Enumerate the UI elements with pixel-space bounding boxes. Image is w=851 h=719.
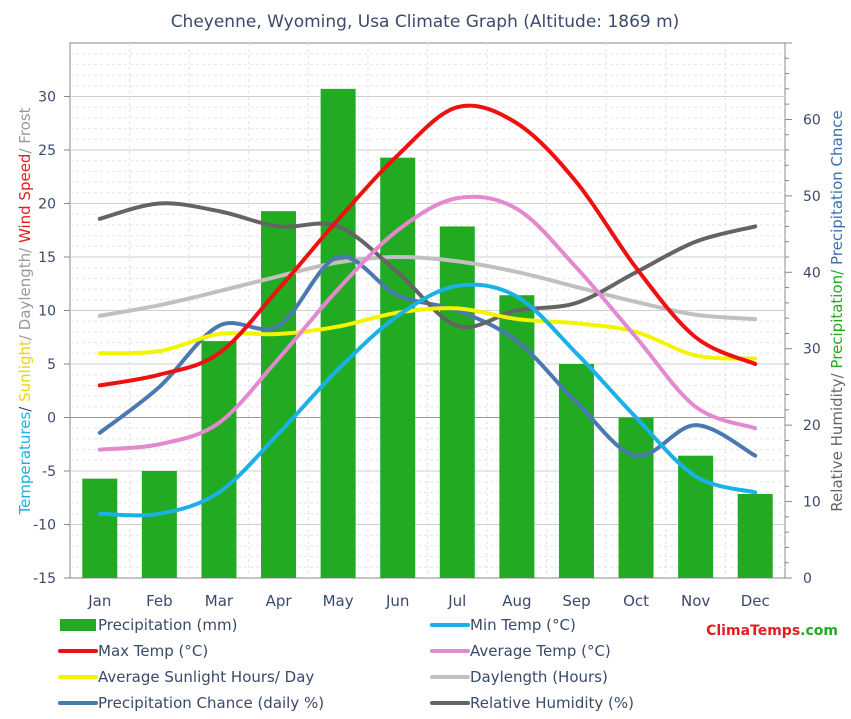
right-tick-label: 60: [803, 112, 821, 128]
legend-label: Precipitation (mm): [98, 616, 237, 634]
precipitation-bar: [82, 478, 118, 578]
legend: Precipitation (mm) Min Temp (°C) Max Temp …: [58, 616, 634, 712]
left-tick-label: 30: [38, 90, 56, 106]
chart-title: Cheyenne, Wyoming, Usa Climate Graph (Al…: [171, 12, 680, 32]
precipitation-bar: [320, 88, 356, 578]
left-axis-label: Temperatures/ Sunlight/ Daylength/ Wind …: [16, 107, 34, 515]
precipitation-bar: [558, 364, 594, 578]
legend-label: Relative Humidity (%): [470, 694, 634, 712]
month-label: Jan: [87, 592, 111, 610]
left-tick-label: -15: [33, 571, 56, 587]
left-tick-label: -10: [33, 518, 56, 534]
series-lines: [97, 103, 758, 518]
precipitation-bar: [499, 295, 535, 578]
month-label: Sep: [562, 592, 590, 610]
precipitation-bar: [737, 493, 773, 578]
precipitation-bar: [618, 417, 654, 578]
legend-label: Average Temp (°C): [470, 642, 611, 660]
right-tick-label: 10: [803, 495, 821, 511]
left-axis-label-part: / Daylength/: [16, 243, 34, 340]
legend-label: Average Sunlight Hours/ Day: [98, 668, 314, 686]
left-tick-label: 20: [38, 197, 56, 213]
legend-label: Min Temp (°C): [470, 616, 576, 634]
legend-swatch-bar: [60, 619, 96, 631]
right-tick-label: 20: [803, 418, 821, 434]
left-axis-label-part: /: [16, 402, 34, 412]
right-tick-label: 0: [803, 571, 812, 587]
right-tick-label: 30: [803, 342, 821, 358]
left-tick-label: 0: [47, 411, 56, 427]
precipitation-bar: [439, 226, 475, 578]
left-axis-label-part: Temperatures: [16, 412, 34, 516]
month-label: Mar: [205, 592, 234, 610]
right-axis-label-part: Precipitation Chance: [828, 110, 846, 265]
left-tick-label: 10: [38, 304, 56, 320]
series-line-min-temp-c: [97, 282, 758, 518]
month-label: Dec: [741, 592, 770, 610]
month-label: May: [323, 592, 354, 610]
series-line-precipitation-chance-daily: [97, 254, 758, 458]
month-label: Aug: [502, 592, 531, 610]
left-tick-label: -5: [42, 464, 56, 480]
precipitation-bar: [141, 471, 177, 578]
brand-part-clima: Clima: [706, 623, 750, 639]
right-tick-label: 40: [803, 265, 821, 281]
left-axis-label-part: Sunlight: [16, 340, 34, 402]
series-line-average-temp-c: [97, 194, 758, 452]
left-axis-label-part: Wind Speed: [16, 154, 34, 244]
brand-part-com: .com: [800, 623, 838, 639]
left-tick-label: 5: [47, 357, 56, 373]
precipitation-bar: [261, 211, 297, 578]
right-axis-label: Relative Humidity/ Precipitation/ Precip…: [828, 110, 846, 511]
precipitation-bar: [380, 157, 416, 578]
legend-label: Max Temp (°C): [98, 642, 208, 660]
month-label: Apr: [266, 592, 293, 610]
month-label: Feb: [146, 592, 173, 610]
right-tick-label: 50: [803, 189, 821, 205]
right-axis-label-part: Precipitation/: [828, 265, 846, 369]
left-axis-label-part: / Frost: [16, 107, 34, 153]
month-label: Oct: [623, 592, 649, 610]
precipitation-bar: [201, 341, 237, 578]
x-axis-labels: Jan Feb Mar Apr May Jun Jul Aug Sep Oct Nov Dec: [87, 592, 769, 610]
legend-label: Precipitation Chance (daily %): [98, 694, 324, 712]
site-brand[interactable]: ClimaTemps.com: [706, 623, 838, 639]
month-label: Nov: [681, 592, 710, 610]
legend-label: Daylength (Hours): [470, 668, 608, 686]
series-line-max-temp-c: [97, 103, 758, 388]
month-label: Jun: [385, 592, 409, 610]
brand-part-temps: Temps: [750, 623, 800, 639]
left-tick-label: 15: [38, 250, 56, 266]
month-label: Jul: [447, 592, 466, 610]
right-axis-label-part: Relative Humidity/: [828, 369, 846, 512]
series-line-daylength-hours: [97, 254, 758, 322]
right-axis-ticks: 60 50 40 30 20 10 0: [785, 42, 821, 587]
left-axis-ticks: 30 25 20 15 10 5 0 -5 -10 -15: [33, 90, 70, 587]
series-line-average-sunlight-hours-day: [97, 306, 758, 361]
left-tick-label: 25: [38, 143, 56, 159]
